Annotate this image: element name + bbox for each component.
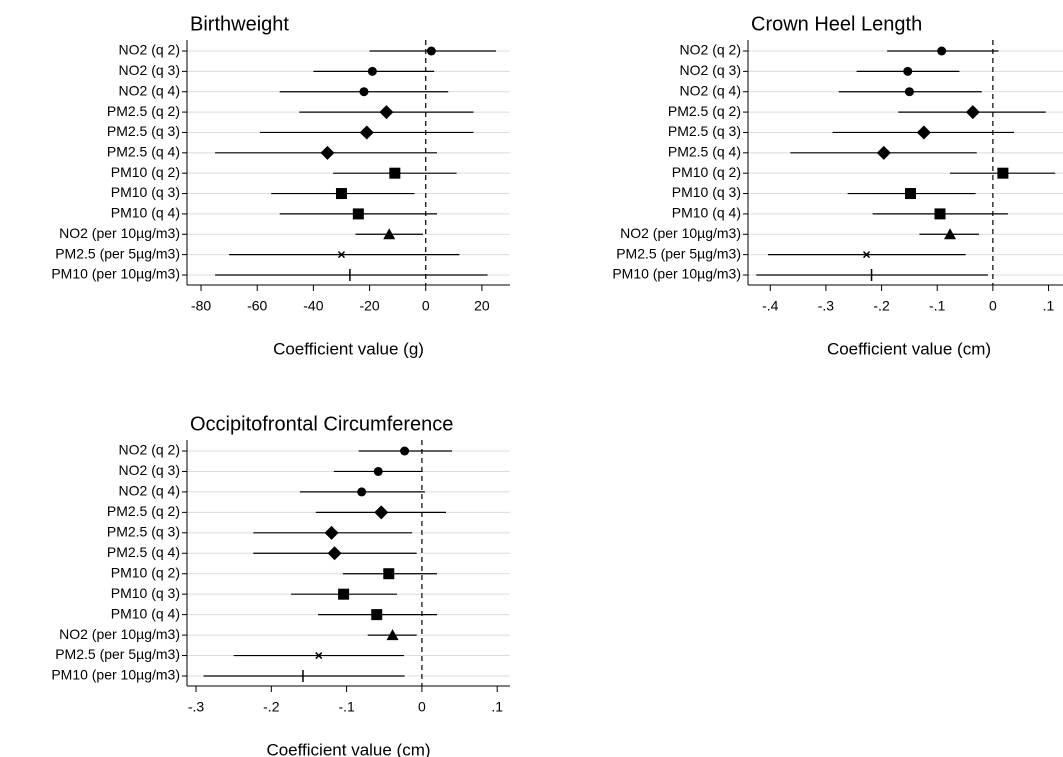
y-tick-label: PM2.5 (q 4)	[107, 144, 180, 160]
x-tick-label: .1	[1043, 298, 1055, 314]
y-tick-label: NO2 (per 10µg/m3)	[59, 225, 180, 241]
point-estimate	[373, 466, 383, 476]
point-estimate	[367, 66, 377, 76]
point-estimate	[863, 251, 871, 259]
point-estimate	[352, 208, 364, 220]
x-tick-label: 0	[418, 699, 426, 715]
y-tick-label: NO2 (q 2)	[680, 42, 741, 58]
point-estimate	[371, 609, 383, 621]
point-estimate	[315, 652, 323, 660]
point-estimate	[379, 105, 394, 120]
y-tick-label: PM10 (q 2)	[111, 164, 180, 180]
y-tick-label: PM2.5 (per 5µg/m3)	[616, 245, 741, 261]
x-tick-label: -.1	[929, 298, 946, 314]
y-tick-label: PM2.5 (q 4)	[668, 144, 741, 160]
point-estimate	[374, 505, 389, 520]
point-estimate	[359, 87, 369, 97]
point-estimate	[904, 87, 914, 97]
x-tick-label: 0	[989, 298, 997, 314]
y-tick-label: NO2 (q 4)	[119, 483, 180, 499]
x-tick-label: -.3	[188, 699, 205, 715]
point-estimate	[338, 588, 350, 600]
y-tick-label: PM2.5 (q 2)	[107, 103, 180, 119]
y-tick-label: PM10 (per 10µg/m3)	[612, 266, 741, 282]
y-tick-label: PM10 (per 10µg/m3)	[51, 667, 180, 683]
point-estimate	[965, 105, 980, 120]
y-tick-label: PM10 (q 3)	[111, 184, 180, 200]
point-estimate	[359, 125, 374, 140]
x-tick-label: -.1	[338, 699, 355, 715]
y-tick-label: NO2 (q 2)	[119, 42, 180, 58]
point-estimate	[944, 228, 957, 240]
x-tick-label: -.3	[818, 298, 835, 314]
y-tick-label: PM10 (q 2)	[111, 564, 180, 580]
y-tick-label: PM10 (q 2)	[672, 164, 741, 180]
point-estimate	[324, 525, 339, 540]
y-tick-label: NO2 (q 3)	[119, 62, 180, 78]
point-estimate	[335, 188, 347, 200]
point-estimate	[937, 46, 947, 56]
x-axis-title: Coefficient value (cm)	[266, 740, 430, 757]
y-tick-label: PM10 (q 3)	[111, 585, 180, 601]
x-tick-label: -.2	[873, 298, 890, 314]
point-estimate	[327, 546, 342, 561]
point-estimate	[905, 188, 917, 200]
point-estimate	[876, 145, 891, 160]
y-tick-label: PM10 (q 4)	[111, 605, 180, 621]
x-tick-label: -80	[191, 298, 211, 314]
y-tick-label: PM2.5 (q 2)	[107, 503, 180, 519]
point-estimate	[934, 208, 946, 220]
point-estimate	[997, 167, 1009, 179]
point-estimate	[383, 568, 395, 580]
y-tick-label: NO2 (per 10µg/m3)	[620, 225, 741, 241]
point-estimate	[337, 251, 346, 259]
y-tick-label: PM2.5 (q 3)	[107, 524, 180, 540]
y-tick-label: PM10 (per 10µg/m3)	[51, 266, 180, 282]
y-tick-label: NO2 (q 4)	[119, 82, 180, 98]
y-tick-label: PM10 (q 3)	[672, 184, 741, 200]
x-axis-title: Coefficient value (g)	[273, 339, 424, 358]
point-estimate	[426, 46, 436, 56]
y-tick-label: NO2 (q 3)	[119, 462, 180, 478]
chart-title: Crown Heel Length	[751, 13, 922, 35]
point-estimate	[903, 66, 913, 76]
x-tick-label: -40	[303, 298, 323, 314]
chart-title: Birthweight	[190, 13, 289, 35]
point-estimate	[916, 125, 931, 140]
y-tick-label: NO2 (q 4)	[680, 82, 741, 98]
y-tick-label: PM2.5 (per 5µg/m3)	[55, 245, 180, 261]
y-tick-label: PM2.5 (q 3)	[668, 123, 741, 139]
point-estimate	[389, 167, 401, 179]
chart-title: Occipitofrontal Circumference	[190, 413, 453, 435]
y-tick-label: NO2 (per 10µg/m3)	[59, 626, 180, 642]
x-tick-label: .1	[491, 699, 503, 715]
point-estimate	[383, 228, 396, 240]
y-tick-label: PM10 (q 4)	[672, 205, 741, 221]
x-tick-label: -60	[247, 298, 267, 314]
point-estimate	[320, 145, 335, 160]
point-estimate	[357, 487, 367, 497]
y-tick-label: PM2.5 (q 4)	[107, 544, 180, 560]
y-tick-label: PM10 (q 4)	[111, 205, 180, 221]
y-tick-label: NO2 (q 3)	[680, 62, 741, 78]
y-tick-label: PM2.5 (per 5µg/m3)	[55, 646, 180, 662]
x-tick-label: -.4	[762, 298, 779, 314]
x-tick-label: 0	[422, 298, 430, 314]
x-axis-title: Coefficient value (cm)	[827, 339, 991, 358]
x-tick-label: 20	[474, 298, 490, 314]
point-estimate	[386, 629, 399, 641]
x-tick-label: -20	[359, 298, 379, 314]
y-tick-label: PM2.5 (q 2)	[668, 103, 741, 119]
y-tick-label: NO2 (q 2)	[119, 442, 180, 458]
y-tick-label: PM2.5 (q 3)	[107, 123, 180, 139]
point-estimate	[400, 446, 410, 456]
x-tick-label: -.2	[263, 699, 280, 715]
